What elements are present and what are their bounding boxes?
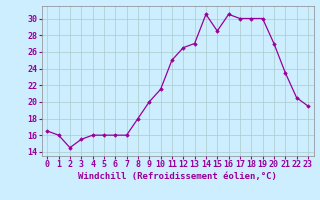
X-axis label: Windchill (Refroidissement éolien,°C): Windchill (Refroidissement éolien,°C): [78, 172, 277, 181]
